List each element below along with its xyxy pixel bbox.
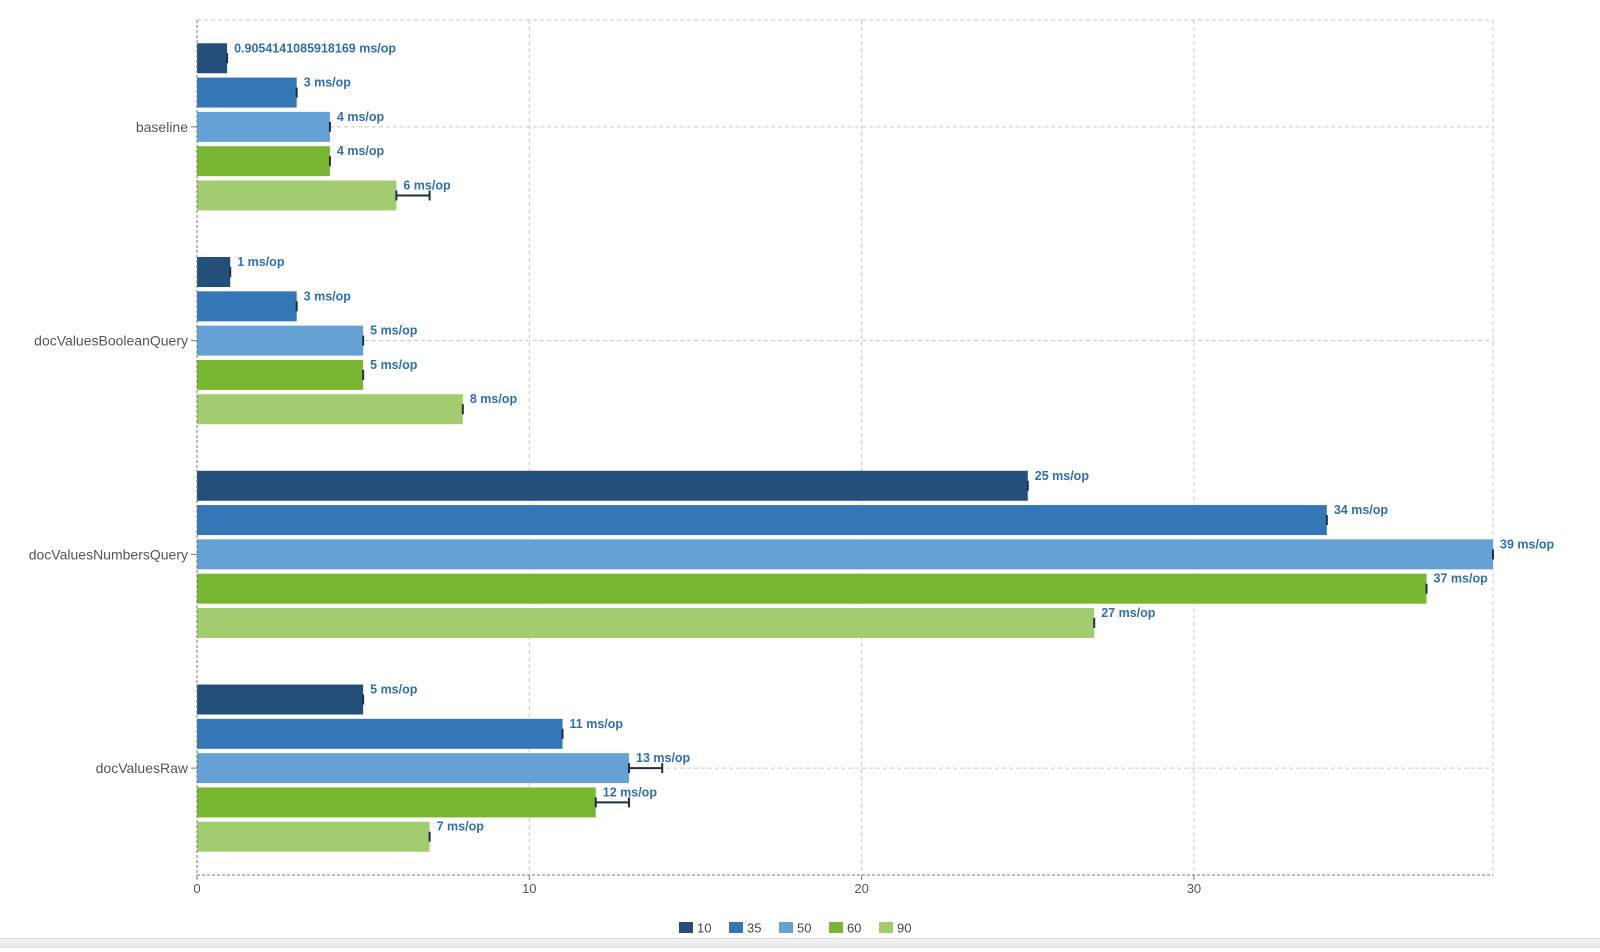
bar: [197, 394, 463, 425]
data-label: 0.9054141085918169 ms/op: [234, 41, 396, 55]
legend-swatch: [729, 922, 743, 933]
legend-swatch: [779, 922, 793, 933]
legend-swatch: [829, 922, 843, 933]
data-label: 13 ms/op: [636, 751, 691, 765]
x-tick-label: 0: [193, 881, 200, 896]
bar: [197, 787, 596, 818]
bar: [197, 753, 629, 784]
data-label: 27 ms/op: [1101, 606, 1156, 620]
bar: [197, 325, 364, 356]
legend-label: 10: [697, 921, 711, 936]
labels-layer: 0.9054141085918169 ms/op 3 ms/op 4 ms/op 4 …: [234, 41, 1554, 833]
category-label: docValuesRaw: [96, 760, 189, 776]
category-label: baseline: [136, 119, 188, 135]
legend-label: 50: [797, 921, 811, 936]
data-label: 3 ms/op: [304, 76, 352, 90]
data-label: 34 ms/op: [1334, 503, 1389, 517]
category-label: docValuesNumbersQuery: [29, 546, 188, 562]
data-label: 25 ms/op: [1035, 469, 1090, 483]
legend-label: 35: [747, 921, 761, 936]
bar: [197, 573, 1427, 604]
legend-swatch: [879, 922, 893, 933]
bar: [197, 257, 231, 288]
window-bottom-edge: [0, 938, 1600, 948]
bar: [197, 43, 228, 74]
bar: [197, 77, 297, 108]
bar: [197, 470, 1028, 501]
bar: [197, 539, 1493, 570]
x-tick-label: 10: [522, 881, 536, 896]
legend-swatch: [679, 922, 693, 933]
x-tick-label: 30: [1187, 881, 1201, 896]
bar: [197, 180, 397, 211]
data-label: 5 ms/op: [370, 324, 418, 338]
legend: 10 35 50 60 90: [679, 921, 911, 936]
data-label: 12 ms/op: [603, 785, 658, 799]
bar: [197, 111, 330, 142]
bar: [197, 684, 364, 715]
data-label: 5 ms/op: [370, 683, 418, 697]
data-label: 8 ms/op: [470, 392, 518, 406]
data-label: 5 ms/op: [370, 358, 418, 372]
data-label: 3 ms/op: [304, 289, 352, 303]
bar: [197, 146, 330, 177]
x-tick-label: 20: [854, 881, 868, 896]
data-label: 6 ms/op: [403, 178, 451, 192]
data-label: 39 ms/op: [1500, 537, 1555, 551]
data-label: 4 ms/op: [337, 110, 385, 124]
data-label: 4 ms/op: [337, 144, 385, 158]
bar: [197, 821, 430, 852]
bars-layer: [197, 43, 1494, 852]
bar: [197, 607, 1095, 638]
bar: [197, 359, 364, 390]
data-label: 37 ms/op: [1434, 572, 1489, 586]
bar: [197, 291, 297, 322]
bar: [197, 505, 1327, 536]
bar: [197, 718, 563, 749]
legend-label: 60: [847, 921, 861, 936]
data-label: 7 ms/op: [437, 820, 485, 834]
data-label: 11 ms/op: [570, 717, 624, 731]
axis-layer: 0 10 20 30 baseline docValuesBooleanQuery docV…: [29, 20, 1493, 896]
category-label: docValuesBooleanQuery: [34, 333, 188, 349]
legend-label: 90: [897, 921, 911, 936]
data-label: 1 ms/op: [237, 255, 285, 269]
